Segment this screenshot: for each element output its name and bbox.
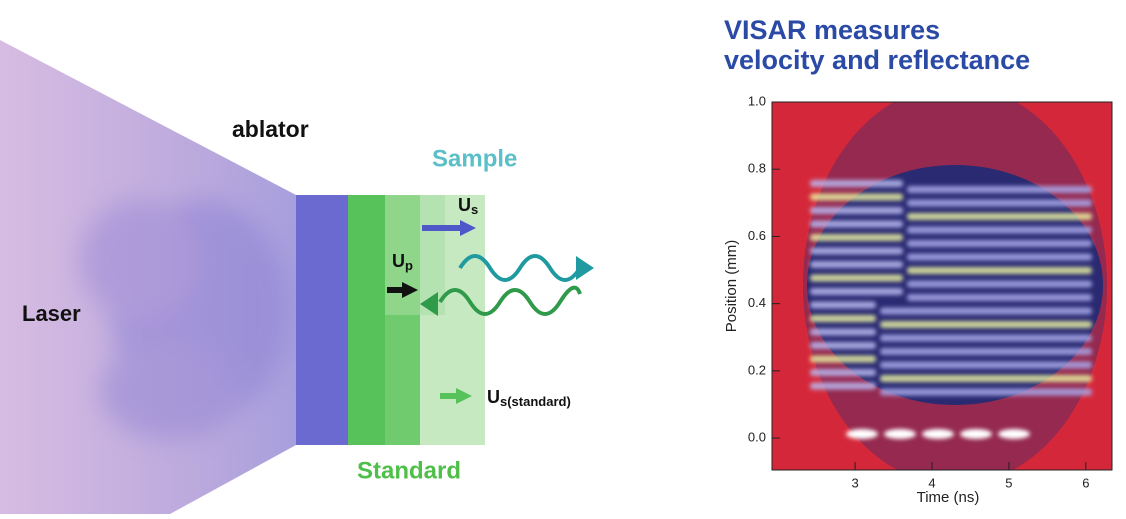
fringe: [810, 383, 876, 390]
fringe: [810, 275, 903, 282]
fringe: [810, 315, 876, 322]
fringe: [810, 288, 903, 295]
fiducial: [922, 429, 954, 439]
standard-label: Standard: [357, 457, 461, 484]
visar-title: velocity and reflectance: [724, 45, 1030, 75]
fringe: [810, 356, 876, 363]
standard-layer: [348, 195, 385, 445]
fringe: [880, 375, 1092, 382]
x-tick-label: 3: [851, 475, 858, 490]
us-sub: s: [471, 202, 478, 217]
up-main: U: [392, 251, 405, 271]
x-tick-label: 6: [1082, 475, 1089, 490]
fiducial: [884, 429, 916, 439]
y-tick-label: 0.2: [748, 362, 766, 377]
ablator-label: ablator: [232, 116, 309, 142]
fringe: [810, 302, 876, 309]
fringe: [880, 308, 1092, 315]
fringe: [810, 248, 903, 255]
fringe: [810, 329, 876, 336]
fringe: [810, 234, 903, 241]
fringe: [907, 267, 1092, 274]
us-standard-main: U: [487, 387, 500, 407]
fringe: [810, 261, 903, 268]
us-standard-sub: s(standard): [500, 394, 571, 409]
fringe: [907, 281, 1092, 288]
us-main: U: [458, 195, 471, 215]
fiducial: [960, 429, 992, 439]
visar-title: VISAR measures: [724, 15, 940, 45]
fringe: [907, 254, 1092, 261]
fringe: [810, 180, 903, 187]
x-tick-label: 5: [1005, 475, 1012, 490]
us-standard-label: Us(standard): [487, 387, 571, 410]
probe-arrowhead: [576, 256, 594, 280]
fringe: [907, 227, 1092, 234]
fringe: [907, 186, 1092, 193]
streak-image: [772, 85, 1112, 485]
fringe: [907, 200, 1092, 207]
fringe: [907, 294, 1092, 301]
fringe: [907, 240, 1092, 247]
laser-label: Laser: [22, 301, 81, 326]
y-axis-label: Position (mm): [723, 240, 740, 333]
fringe: [880, 389, 1092, 396]
y-tick-label: 1.0: [748, 93, 766, 108]
x-axis-label: Time (ns): [917, 489, 980, 506]
fringe: [880, 335, 1092, 342]
fringe: [880, 362, 1092, 369]
up-sub: p: [405, 258, 413, 273]
y-tick-label: 0.0: [748, 430, 766, 445]
fringe: [810, 194, 903, 201]
y-tick-label: 0.4: [748, 295, 766, 310]
sample-label: Sample: [432, 145, 517, 172]
fringe: [810, 342, 876, 349]
fiducial: [846, 429, 878, 439]
y-tick-label: 0.8: [748, 161, 766, 176]
ablator-layer: [296, 195, 348, 445]
fringe: [907, 213, 1092, 220]
fringe: [810, 369, 876, 376]
fringe: [880, 348, 1092, 355]
fringe: [880, 321, 1092, 328]
fiducial: [998, 429, 1030, 439]
fringe: [810, 207, 903, 214]
y-tick-label: 0.6: [748, 228, 766, 243]
fringe: [810, 221, 903, 228]
figure: Laser ablator Sample Standard Us Up Us(s…: [0, 0, 1126, 514]
